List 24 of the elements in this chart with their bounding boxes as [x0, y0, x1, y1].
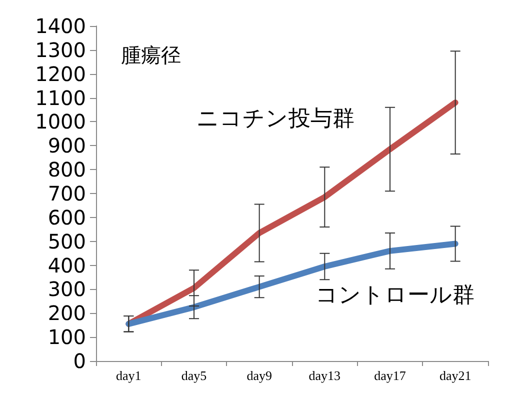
- y-tick-label: 1200: [35, 62, 86, 86]
- y-tick-label: 600: [48, 205, 86, 230]
- y-tick-label: 400: [48, 253, 86, 278]
- x-tick-label: day21: [439, 368, 472, 383]
- series-label: コントロール群: [316, 282, 475, 308]
- y-tick-label: 1300: [35, 38, 86, 62]
- y-tick-label: 900: [48, 134, 86, 158]
- x-tick-label: day1: [116, 368, 142, 383]
- y-tick-label: 300: [48, 277, 86, 302]
- y-tick-label: 1000: [35, 110, 86, 134]
- y-tick-label: 800: [48, 158, 86, 182]
- y-tick-label: 1100: [35, 86, 86, 110]
- x-tick-label: day17: [374, 368, 406, 383]
- series-label: ニコチン投与群: [196, 106, 354, 132]
- y-tick-label: 200: [48, 301, 86, 326]
- y-tick-label: 1400: [35, 14, 86, 38]
- text: 腫瘍径: [121, 43, 181, 67]
- x-tick-label: day9: [246, 368, 272, 383]
- x-tick-label: day13: [308, 368, 341, 383]
- x-tick-label: day5: [181, 368, 207, 383]
- y-tick-label: 700: [48, 182, 86, 206]
- y-tick-label: 100: [48, 325, 86, 350]
- y-tick-label: 0: [73, 349, 86, 373]
- y-tick-label: 500: [48, 229, 86, 254]
